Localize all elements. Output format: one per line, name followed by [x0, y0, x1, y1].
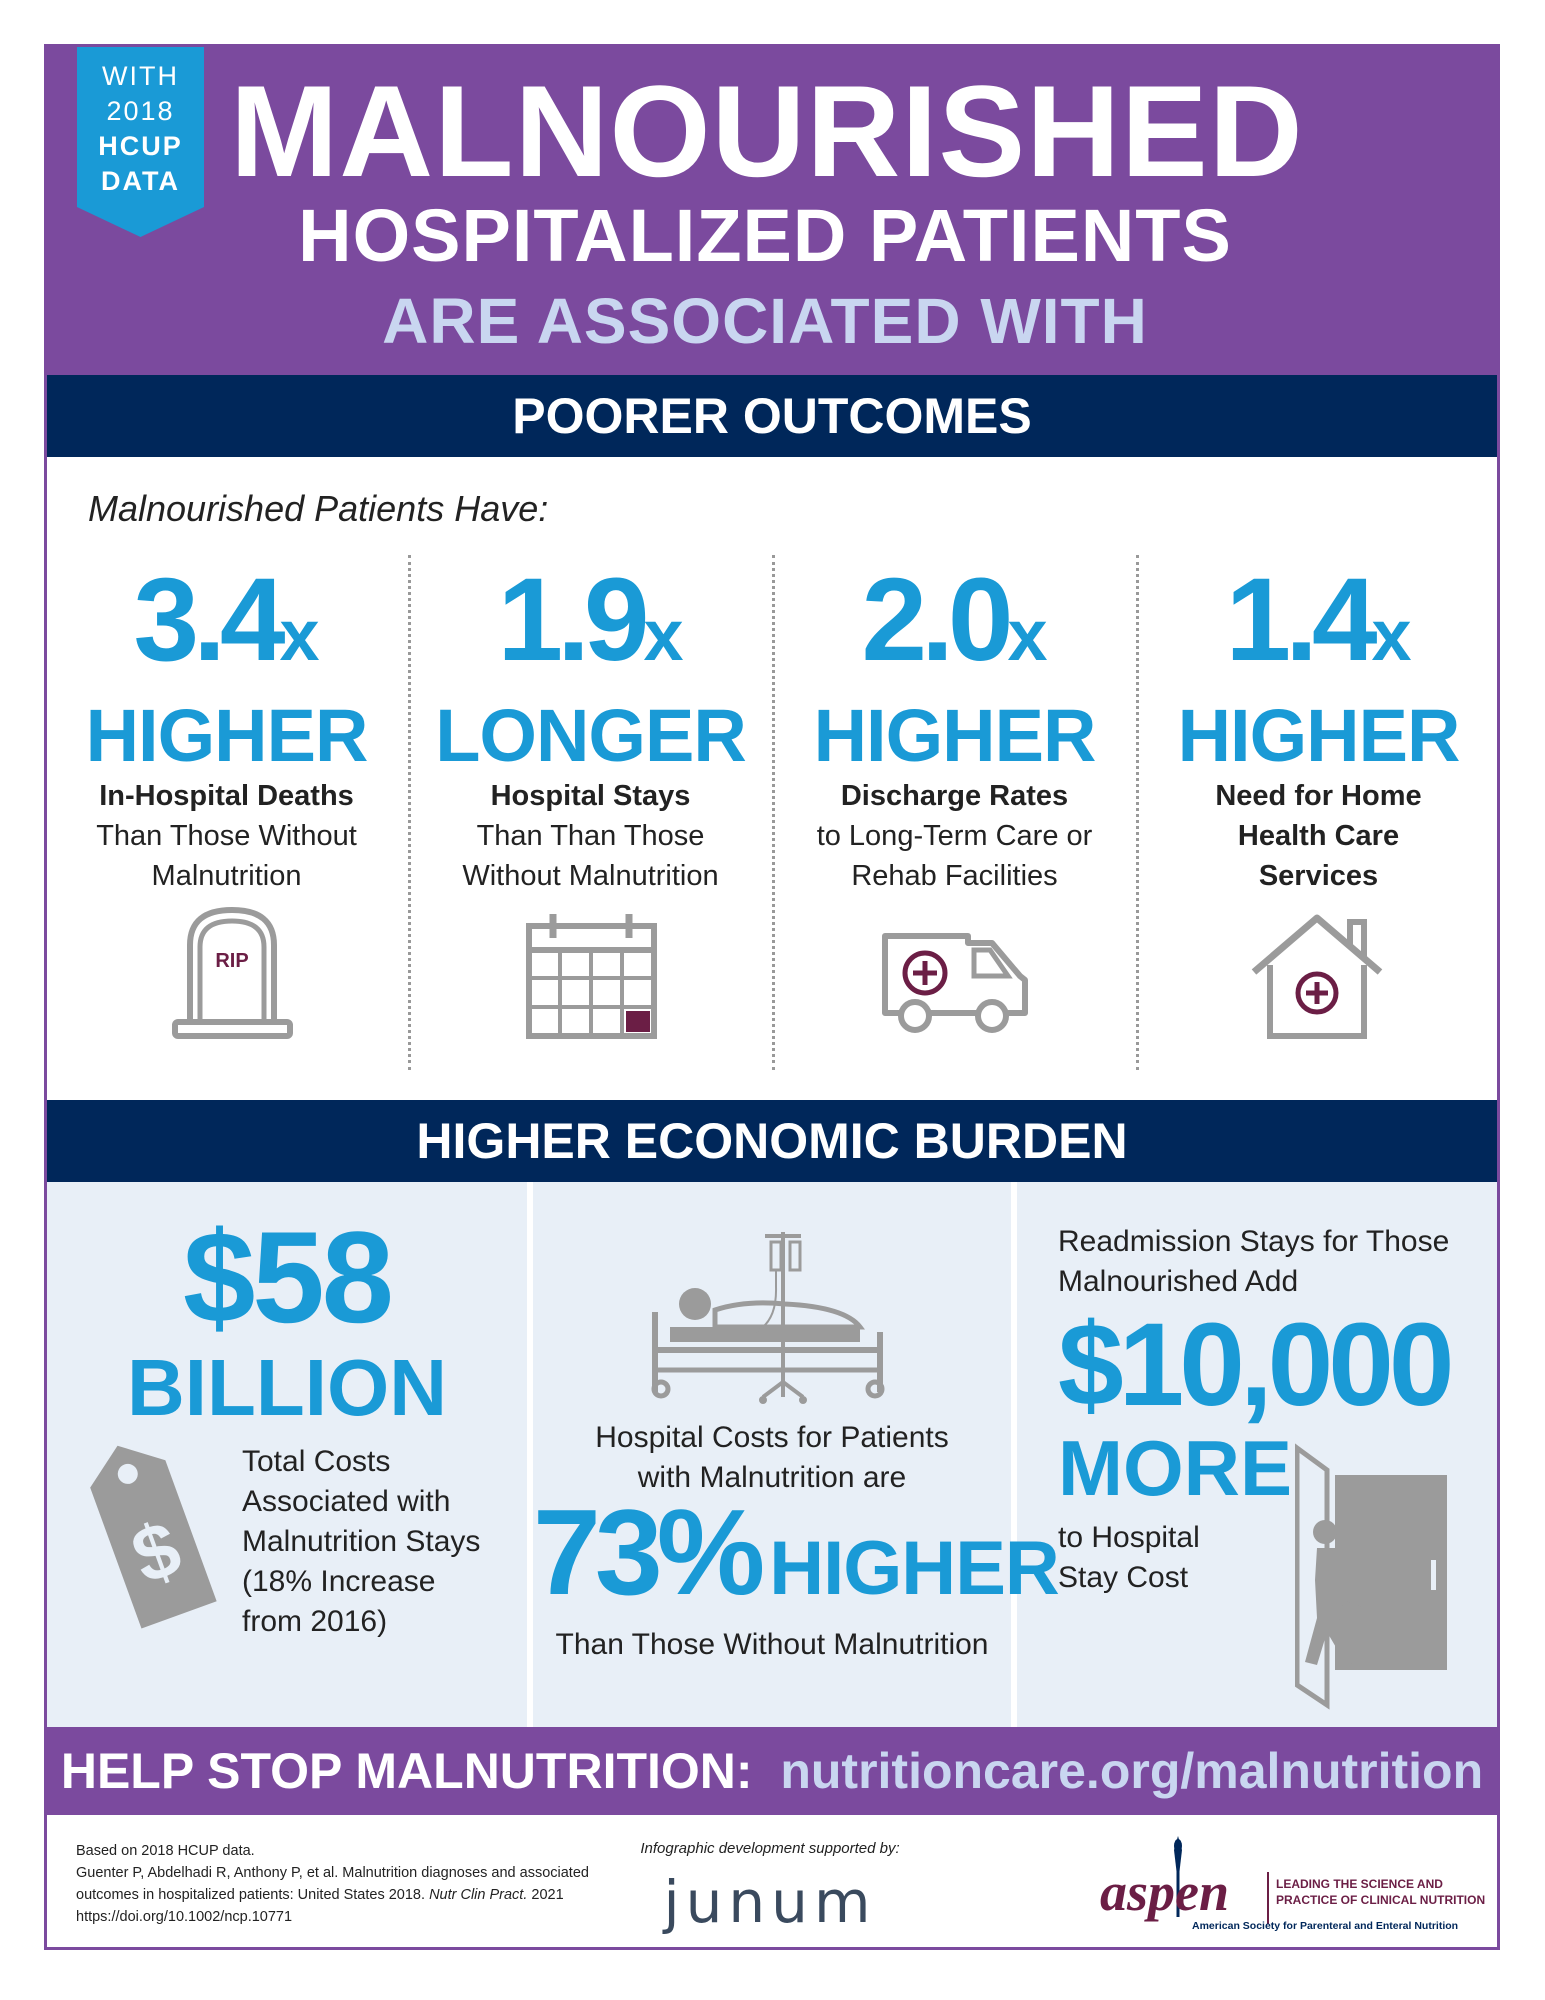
total-unit: BILLION — [127, 1343, 447, 1432]
ambulance-icon — [880, 928, 1030, 1036]
stat-word: LONGER — [435, 694, 747, 777]
cta-label: HELP STOP MALNUTRITION: — [60, 1743, 753, 1799]
costs-pct: 73% — [533, 1484, 765, 1620]
stat-desc: to Long-Term Care or — [816, 820, 1093, 852]
readmission-word: MORE — [1058, 1424, 1292, 1512]
support-label: Infographic development supported by: — [640, 1840, 900, 1857]
stat-unit: x — [279, 596, 320, 676]
tombstone-label: RIP — [215, 950, 248, 972]
total-desc-line: from 2016) — [242, 1605, 388, 1638]
stat-label: Services — [1258, 860, 1379, 892]
stat-label: Discharge Rates — [840, 780, 1069, 812]
column-divider — [408, 555, 411, 1070]
stat-word: HIGHER — [85, 694, 369, 777]
stat-value: 3.4 — [133, 554, 285, 686]
citation-line: Based on 2018 HCUP data. — [76, 1843, 255, 1859]
total-desc-line: Total Costs — [242, 1445, 391, 1478]
stat-value: 1.9 — [497, 554, 649, 686]
page-subtitle: HOSPITALIZED PATIENTS — [298, 194, 1232, 277]
aspen-wordmark: aspen — [1100, 1862, 1230, 1922]
stat-word: HIGHER — [813, 694, 1097, 777]
costs-stat: 73% HIGHER — [533, 1490, 1060, 1631]
costs-desc: Hospital Costs for Patients with Malnutr… — [533, 1418, 1011, 1498]
citation-line: Guenter P, Abdelhadi R, Anthony P, et al… — [76, 1865, 589, 1881]
hospital-bed-icon — [645, 1222, 905, 1407]
home-health-icon — [1250, 910, 1385, 1040]
readmission-amount: $10,000 — [1058, 1299, 1455, 1431]
citation: Based on 2018 HCUP data. Guenter P, Abde… — [76, 1840, 596, 1928]
header-banner — [47, 47, 1497, 375]
stat-label: In-Hospital Deaths — [99, 780, 354, 812]
readmission-desc-line: Malnourished Add — [1058, 1265, 1299, 1298]
stat-deaths: 3.4x HIGHER In-Hospital Deaths Than Thos… — [54, 560, 399, 896]
costs-desc-line: Hospital Costs for Patients — [595, 1421, 949, 1454]
stat-value: 2.0 — [861, 554, 1013, 686]
column-divider — [772, 555, 775, 1070]
tombstone-icon: RIP — [170, 905, 295, 1040]
costs-compare: Than Those Without Malnutrition — [555, 1628, 989, 1661]
calendar-icon — [525, 912, 660, 1042]
hcup-ribbon: WITH 2018 HCUP DATA — [77, 47, 204, 237]
readmission-tail-line: to Hospital — [1058, 1521, 1200, 1554]
ribbon-line-4: DATA — [101, 166, 180, 196]
page-tagline: ARE ASSOCIATED WITH — [382, 285, 1148, 357]
stat-unit: x — [643, 596, 684, 676]
aspen-tagline-line: LEADING THE SCIENCE AND — [1276, 1877, 1443, 1891]
door-exit-icon — [1294, 1440, 1455, 1710]
aspen-tagline-line: PRACTICE OF CLINICAL NUTRITION — [1276, 1893, 1486, 1907]
stat-home-care: 1.4x HIGHER Need for Home Health Care Se… — [1146, 560, 1491, 896]
stat-stays: 1.9x LONGER Hospital Stays Than Than Tho… — [418, 560, 763, 896]
ribbon-line-2: 2018 — [106, 96, 175, 126]
total-desc-line: Associated with — [242, 1485, 451, 1518]
readmission-tail: to Hospital Stay Cost — [1058, 1518, 1258, 1598]
stat-word: HIGHER — [1177, 694, 1461, 777]
stat-label: Hospital Stays — [490, 780, 691, 812]
ribbon-line-1: WITH — [102, 61, 179, 91]
readmission-tail-line: Stay Cost — [1058, 1561, 1189, 1594]
stat-desc: Malnutrition — [151, 860, 302, 892]
stat-desc: Without Malnutrition — [462, 860, 719, 892]
stat-unit: x — [1371, 596, 1412, 676]
cta-link[interactable]: nutritioncare.org/malnutrition — [780, 1743, 1484, 1799]
readmission-desc: Readmission Stays for Those Malnourished… — [1058, 1222, 1488, 1302]
citation-journal: Nutr Clin Pract. — [429, 1887, 528, 1903]
cta-text: HELP STOP MALNUTRITION: nutritioncare.or… — [47, 1727, 1497, 1815]
column-divider — [1136, 555, 1139, 1070]
costs-desc-line: with Malnutrition are — [637, 1461, 907, 1494]
citation-text: outcomes in hospitalized patients: Unite… — [76, 1887, 426, 1903]
ribbon-line-3: HCUP — [98, 131, 183, 161]
page-title: MALNOURISHED — [230, 58, 1304, 204]
citation-line: outcomes in hospitalized patients: Unite… — [76, 1884, 596, 1906]
total-desc-line: Malnutrition Stays — [242, 1525, 481, 1558]
stat-discharge: 2.0x HIGHER Discharge Rates to Long-Term… — [782, 560, 1127, 896]
economic-panel-costs — [533, 1182, 1011, 1727]
outcomes-intro: Malnourished Patients Have: — [88, 488, 549, 529]
aspen-tagline: LEADING THE SCIENCE AND PRACTICE OF CLIN… — [1276, 1876, 1485, 1908]
readmission-desc-line: Readmission Stays for Those — [1058, 1225, 1450, 1258]
stat-desc: Rehab Facilities — [851, 860, 1058, 892]
costs-word: HIGHER — [769, 1526, 1060, 1611]
outcomes-heading: POORER OUTCOMES — [47, 375, 1497, 457]
cta-banner — [47, 1727, 1497, 1815]
stat-label: Need for Home — [1215, 780, 1422, 812]
stat-desc: Than Those Without — [96, 820, 357, 852]
aspen-logo: aspen LEADING THE SCIENCE AND PRACTICE O… — [1100, 1832, 1485, 1932]
economic-heading: HIGHER ECONOMIC BURDEN — [47, 1100, 1497, 1182]
citation-year: 2021 — [531, 1887, 564, 1903]
junum-logo: junum — [663, 1868, 877, 1936]
stat-value: 1.4 — [1225, 554, 1377, 686]
total-desc-line: (18% Increase — [242, 1565, 436, 1598]
stat-label: Health Care — [1237, 820, 1400, 852]
price-tag-icon: $ — [70, 1430, 230, 1640]
total-amount: $58 — [183, 1204, 394, 1350]
total-desc: Total Costs Associated with Malnutrition… — [242, 1442, 522, 1642]
stat-unit: x — [1007, 596, 1048, 676]
aspen-fullname: American Society for Parenteral and Ente… — [1192, 1920, 1459, 1932]
citation-doi[interactable]: https://doi.org/10.1002/ncp.10771 — [76, 1909, 293, 1925]
stat-desc: Than Than Those — [476, 820, 705, 852]
